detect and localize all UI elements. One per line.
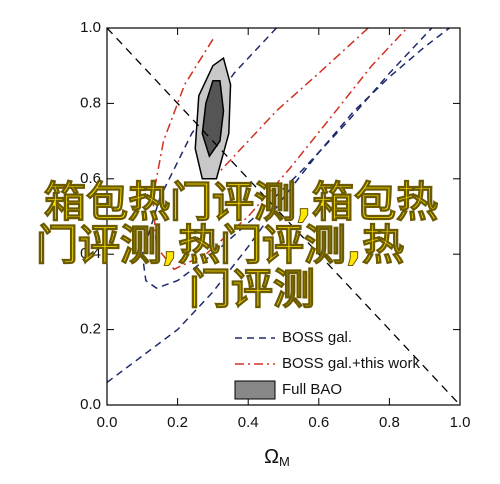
x-tick-label: 0.6 (308, 414, 329, 431)
y-tick-label: 0.8 (80, 94, 101, 111)
contour-line (152, 28, 408, 271)
x-axis-label: ΩM (264, 446, 290, 469)
y-tick-label: 0.6 (80, 170, 101, 187)
plot-frame (106, 27, 461, 406)
contour-area (201, 80, 225, 158)
x-axis-label-main: Ω (264, 446, 279, 468)
plot-group (107, 28, 460, 405)
legend-label: BOSS gal. (282, 329, 352, 346)
legend-label: Full BAO (282, 381, 342, 398)
contour-line (141, 28, 433, 289)
reference-line (107, 28, 460, 405)
x-tick-label: 0.0 (97, 414, 118, 431)
overlay-text: 门评测,热门评测,热 (36, 221, 404, 270)
x-tick-label: 1.0 (450, 414, 471, 431)
legend-label: BOSS gal.+this work (282, 355, 420, 372)
contour-line (107, 28, 450, 383)
x-axis-label-sub: M (279, 454, 290, 469)
x-tick-label: 0.2 (167, 414, 188, 431)
x-tick-label: 0.4 (238, 414, 259, 431)
overlay-text: 门评测 (189, 265, 315, 314)
y-tick-label: 0.0 (80, 396, 101, 413)
x-tick-label: 0.8 (379, 414, 400, 431)
legend-swatch (234, 380, 276, 400)
y-tick-label: 1.0 (80, 19, 101, 36)
overlay-text: 箱包热门评测,箱包热 (44, 178, 438, 227)
contour-line (212, 28, 369, 180)
y-tick-label: 0.4 (80, 245, 101, 262)
y-tick-label: 0.2 (80, 321, 101, 338)
